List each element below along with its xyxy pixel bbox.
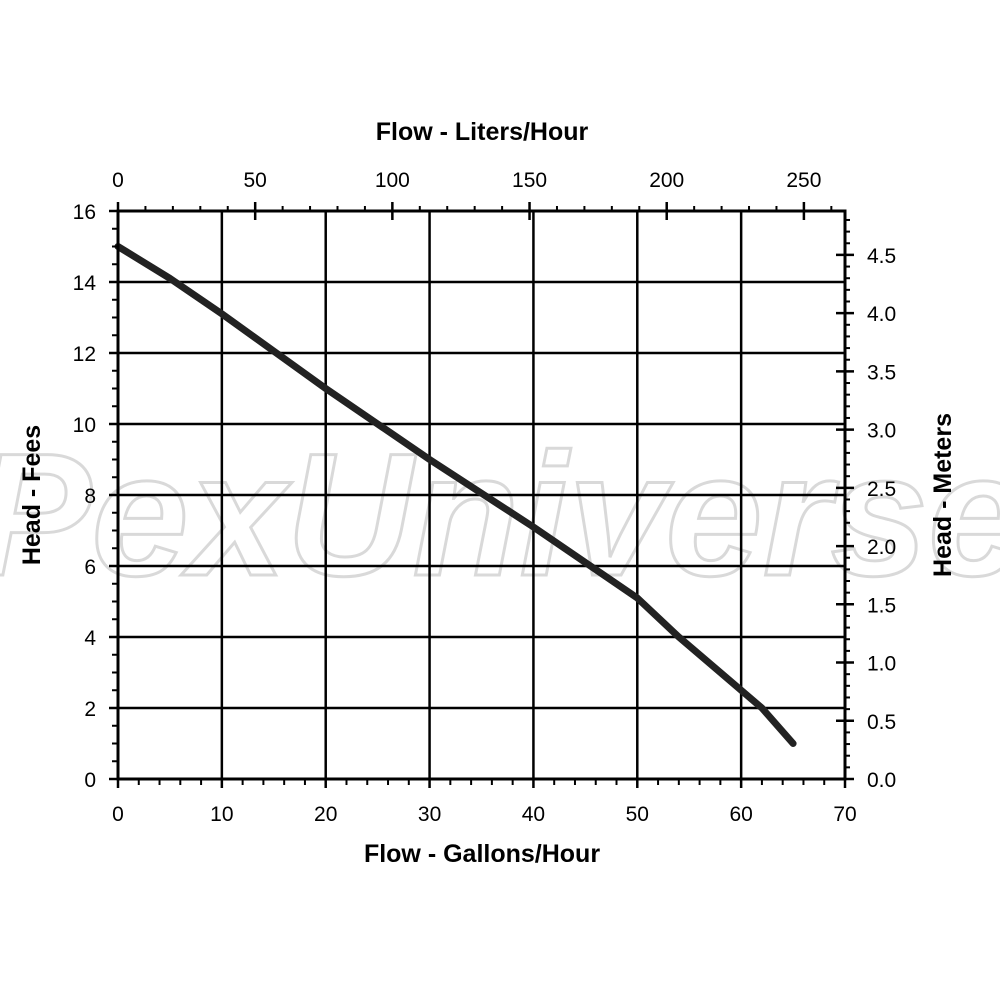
y2-tick-label: 3.5 [867, 361, 896, 384]
y2-tick-label: 4.0 [867, 303, 896, 326]
y2-tick-label: 1.5 [867, 594, 896, 617]
y2-tick-label: 4.5 [867, 245, 896, 268]
x-tick-label: 70 [833, 803, 856, 826]
x-tick-label: 40 [522, 803, 545, 826]
x2-tick-label: 50 [244, 169, 267, 192]
y2-tick-label: 3.0 [867, 420, 896, 443]
x2-tick-label: 250 [786, 169, 821, 192]
y2-tick-label: 1.0 [867, 653, 896, 676]
y-tick-label: 4 [84, 627, 96, 650]
y2-tick-label: 0.0 [867, 769, 896, 792]
y-tick-label: 16 [73, 201, 96, 224]
x2-tick-label: 200 [649, 169, 684, 192]
x-axis-title: Flow - Gallons/Hour [364, 840, 600, 868]
y2-axis-title: Head - Meters [929, 413, 957, 577]
y-tick-label: 2 [84, 698, 96, 721]
x2-axis-title: Flow - Liters/Hour [376, 118, 589, 146]
x-tick-label: 20 [314, 803, 337, 826]
y-tick-label: 10 [73, 414, 96, 437]
x-tick-label: 50 [626, 803, 649, 826]
x-tick-label: 60 [729, 803, 752, 826]
x2-tick-label: 150 [512, 169, 547, 192]
x-tick-label: 0 [112, 803, 124, 826]
x2-tick-label: 0 [112, 169, 124, 192]
y-tick-label: 12 [73, 343, 96, 366]
y-tick-label: 6 [84, 556, 96, 579]
y-tick-label: 8 [84, 485, 96, 508]
y2-tick-label: 2.5 [867, 478, 896, 501]
x-tick-label: 10 [210, 803, 233, 826]
watermark-text: PexUniverse [0, 418, 1000, 613]
x-tick-label: 30 [418, 803, 441, 826]
y-axis-title: Head - Fees [18, 425, 46, 565]
x2-tick-label: 100 [375, 169, 410, 192]
y-tick-label: 0 [84, 769, 96, 792]
y2-tick-label: 0.5 [867, 711, 896, 734]
y-tick-label: 14 [73, 272, 97, 295]
y2-tick-label: 2.0 [867, 536, 896, 559]
head-curve-line [114, 243, 797, 747]
